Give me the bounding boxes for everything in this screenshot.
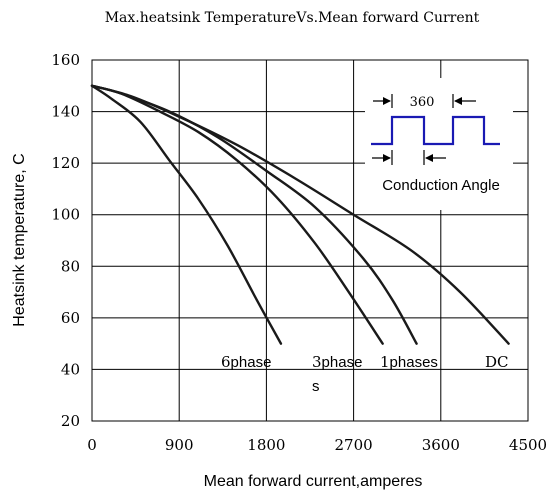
arrow-left-icon <box>425 154 433 162</box>
conduction-angle-inset: 360 Conduction Angle <box>365 78 513 210</box>
chart-title: Max.heatsink TemperatureVs.Mean forward … <box>105 10 480 26</box>
arrow-right-icon <box>383 154 391 162</box>
series-layer <box>90 84 510 345</box>
inset-value-label: 360 <box>410 95 435 110</box>
inset-square-wave <box>371 115 500 146</box>
x-tick-label: 0 <box>87 436 97 454</box>
y-tick-labels: 20 40 60 80 100 120 140 160 <box>51 51 80 430</box>
x-tick-label: 3600 <box>422 436 460 454</box>
series-label-3phases-s: s <box>312 378 320 395</box>
x-tick-labels: 0 900 1800 2700 3600 4500 <box>87 436 547 454</box>
y-tick-label: 60 <box>61 309 80 327</box>
y-axis-label: Heatsink temperature, C <box>11 153 28 326</box>
y-tick-label: 20 <box>61 412 80 430</box>
x-tick-label: 900 <box>165 436 194 454</box>
series-label-6phase: 6phase <box>221 353 271 371</box>
y-tick-label: 80 <box>61 257 80 275</box>
series-labels: 6phase 3phase s 1phases DC <box>221 353 509 395</box>
y-tick-label: 140 <box>51 103 80 121</box>
series-line-6phase <box>90 84 283 345</box>
series-label-dc: DC <box>485 353 509 371</box>
y-tick-label: 160 <box>51 51 80 69</box>
x-axis-label: Mean forward current,amperes <box>204 473 423 490</box>
series-label-3phases: 3phase <box>312 353 362 371</box>
arrow-right-icon <box>383 97 391 105</box>
plot-area <box>91 59 529 422</box>
inset-caption: Conduction Angle <box>382 177 500 194</box>
y-tick-label: 120 <box>51 154 80 172</box>
y-tick-label: 100 <box>51 206 80 224</box>
series-label-1phases: 1phases <box>380 353 438 371</box>
series-line-dc <box>90 84 510 345</box>
arrow-left-icon <box>454 97 462 105</box>
y-tick-label: 40 <box>61 360 80 378</box>
x-tick-label: 4500 <box>509 436 547 454</box>
x-tick-label: 1800 <box>247 436 285 454</box>
x-tick-label: 2700 <box>335 436 373 454</box>
